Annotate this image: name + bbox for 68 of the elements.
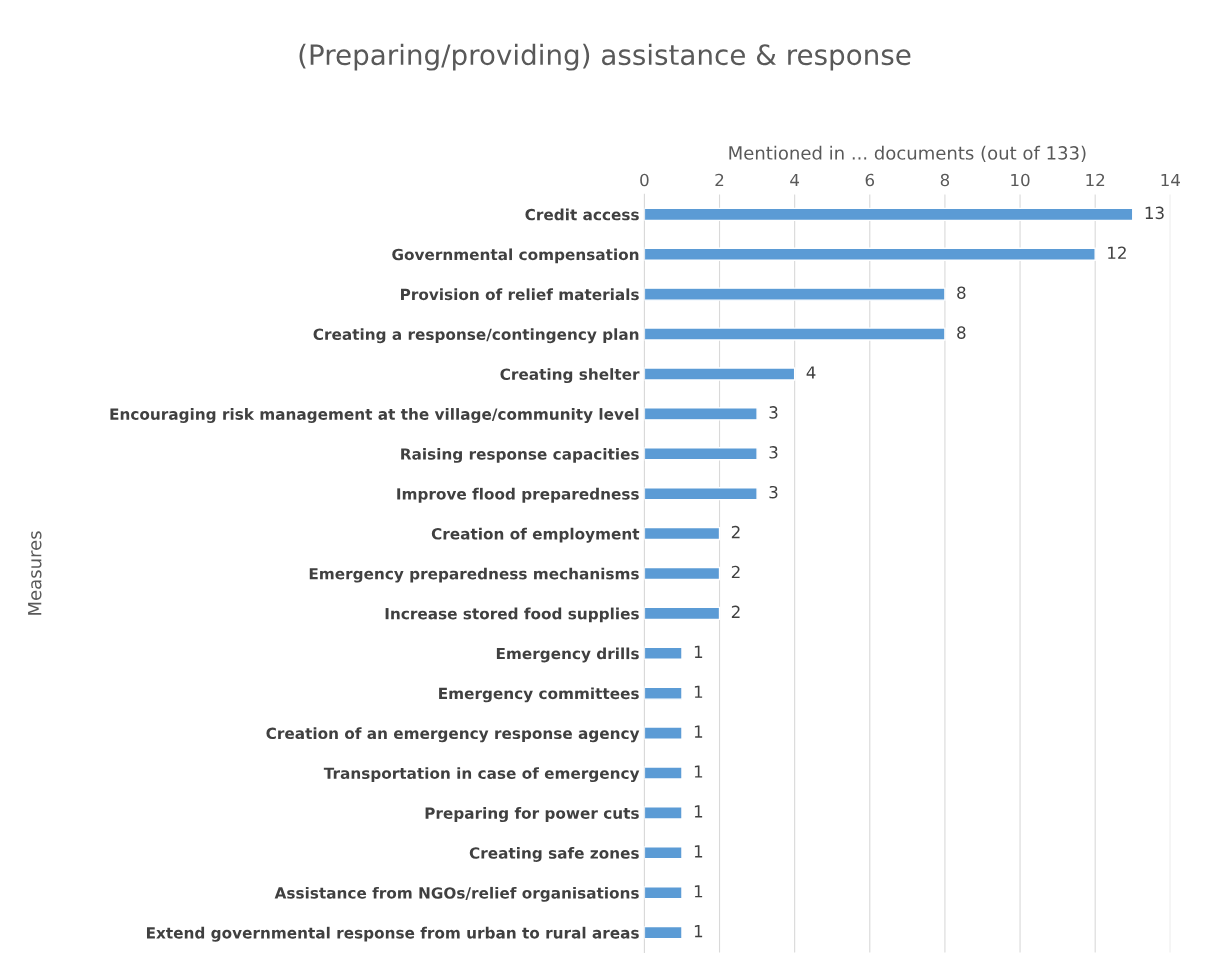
x-tick-label: 2 (715, 173, 724, 187)
y-tick-label: Improve flood preparedness (397, 487, 639, 503)
x-tick-label: 8 (940, 173, 950, 187)
y-tick-label: Extend governmental response from urban to rural areas (146, 926, 639, 942)
x-tick-label: 14 (1161, 173, 1180, 187)
x-tick-label: 12 (1086, 173, 1105, 187)
bar (644, 247, 1096, 261)
y-tick-label: Creation of employment (431, 527, 640, 543)
bar (644, 686, 683, 700)
data-label: 3 (769, 485, 778, 499)
data-label: 8 (957, 286, 966, 299)
y-tick-label: Increase stored food supplies (385, 607, 639, 623)
bar (644, 646, 683, 660)
x-tick-label: 6 (865, 173, 875, 187)
data-label: 1 (694, 765, 703, 778)
y-tick-label: Raising response capacities (401, 447, 639, 463)
bar (644, 327, 946, 341)
data-label: 4 (806, 366, 816, 379)
bar (644, 566, 721, 581)
y-tick-label: Emergency committees (439, 687, 639, 703)
data-label: 1 (694, 925, 703, 938)
x-tick-label: 4 (790, 173, 800, 187)
chart-title: (Preparing/providing) assistance & response (299, 43, 911, 71)
data-label: 3 (769, 446, 778, 459)
data-label: 1 (694, 885, 703, 898)
data-label: 2 (731, 565, 740, 579)
bar (644, 886, 683, 900)
bar (644, 207, 1134, 222)
data-label: 1 (694, 645, 703, 658)
y-tick-label: Preparing for power cuts (425, 807, 639, 822)
data-label: 8 (957, 326, 966, 339)
y-tick-label: Provision of relief materials (401, 288, 639, 301)
data-label: 1 (694, 685, 703, 698)
x-tick-label: 0 (640, 173, 649, 187)
data-label: 12 (1108, 246, 1126, 259)
bar (644, 726, 683, 740)
data-label: 3 (769, 406, 778, 419)
data-label: 1 (694, 845, 703, 858)
bar (644, 287, 946, 301)
data-label: 13 (1145, 206, 1164, 220)
bar (644, 526, 721, 541)
bar (644, 367, 796, 381)
data-label: 2 (731, 605, 740, 618)
bar (644, 447, 758, 461)
y-tick-label: Creating safe zones (469, 847, 639, 862)
bar (644, 766, 683, 780)
data-label: 1 (694, 805, 703, 818)
y-tick-label: Emergency preparedness mechanisms (309, 567, 639, 583)
y-tick-label: Transportation in case of emergency (323, 767, 640, 783)
y-tick-label: Encouraging risk management at the village/community level (110, 408, 639, 423)
bar (644, 407, 758, 421)
data-label: 2 (731, 525, 740, 539)
y-axis-title: Measures (28, 531, 42, 615)
data-label: 1 (694, 725, 703, 738)
x-axis-title: Mentioned in ... documents (out of 133) (729, 145, 1086, 162)
x-tick-label: 10 (1011, 173, 1030, 187)
y-tick-label: Creation of an emergency response agency (266, 727, 640, 743)
bar (644, 846, 683, 860)
y-tick-label: Creating shelter (500, 368, 640, 384)
y-tick-label: Credit access (525, 208, 639, 221)
bar (644, 806, 683, 820)
y-tick-label: Assistance from NGOs/relief organisations (274, 886, 639, 902)
y-tick-label: Emergency drills (496, 647, 639, 663)
bar (644, 606, 721, 621)
y-tick-label: Creating a response/contingency plan (313, 328, 639, 344)
bar (644, 925, 683, 940)
bar (644, 486, 758, 501)
y-tick-label: Governmental compensation (392, 248, 639, 264)
